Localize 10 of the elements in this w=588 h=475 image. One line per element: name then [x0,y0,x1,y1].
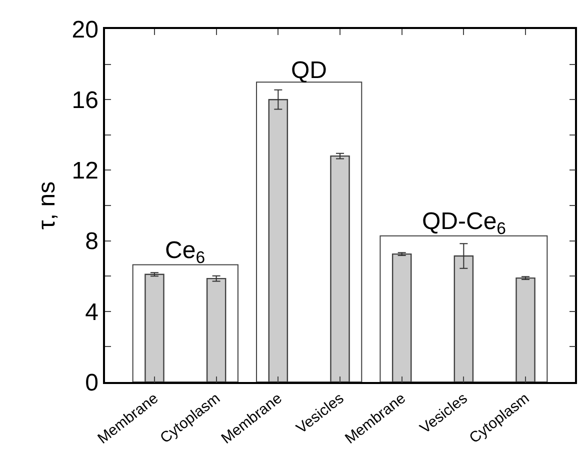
y-tick-label: 16 [72,87,98,114]
y-tick-label: 20 [72,16,98,44]
y-tick-label: 4 [85,298,98,326]
annotation: QD [291,57,327,84]
y-tick-label: 12 [72,158,98,185]
y-tick-label: 8 [85,228,98,256]
y-axis-title: τ, ns [33,181,60,230]
y-tick-label: 0 [85,369,98,396]
annotation: QD-Ce$_{6}$ [422,208,506,238]
annotation: Ce$_{6}$ [165,237,206,268]
